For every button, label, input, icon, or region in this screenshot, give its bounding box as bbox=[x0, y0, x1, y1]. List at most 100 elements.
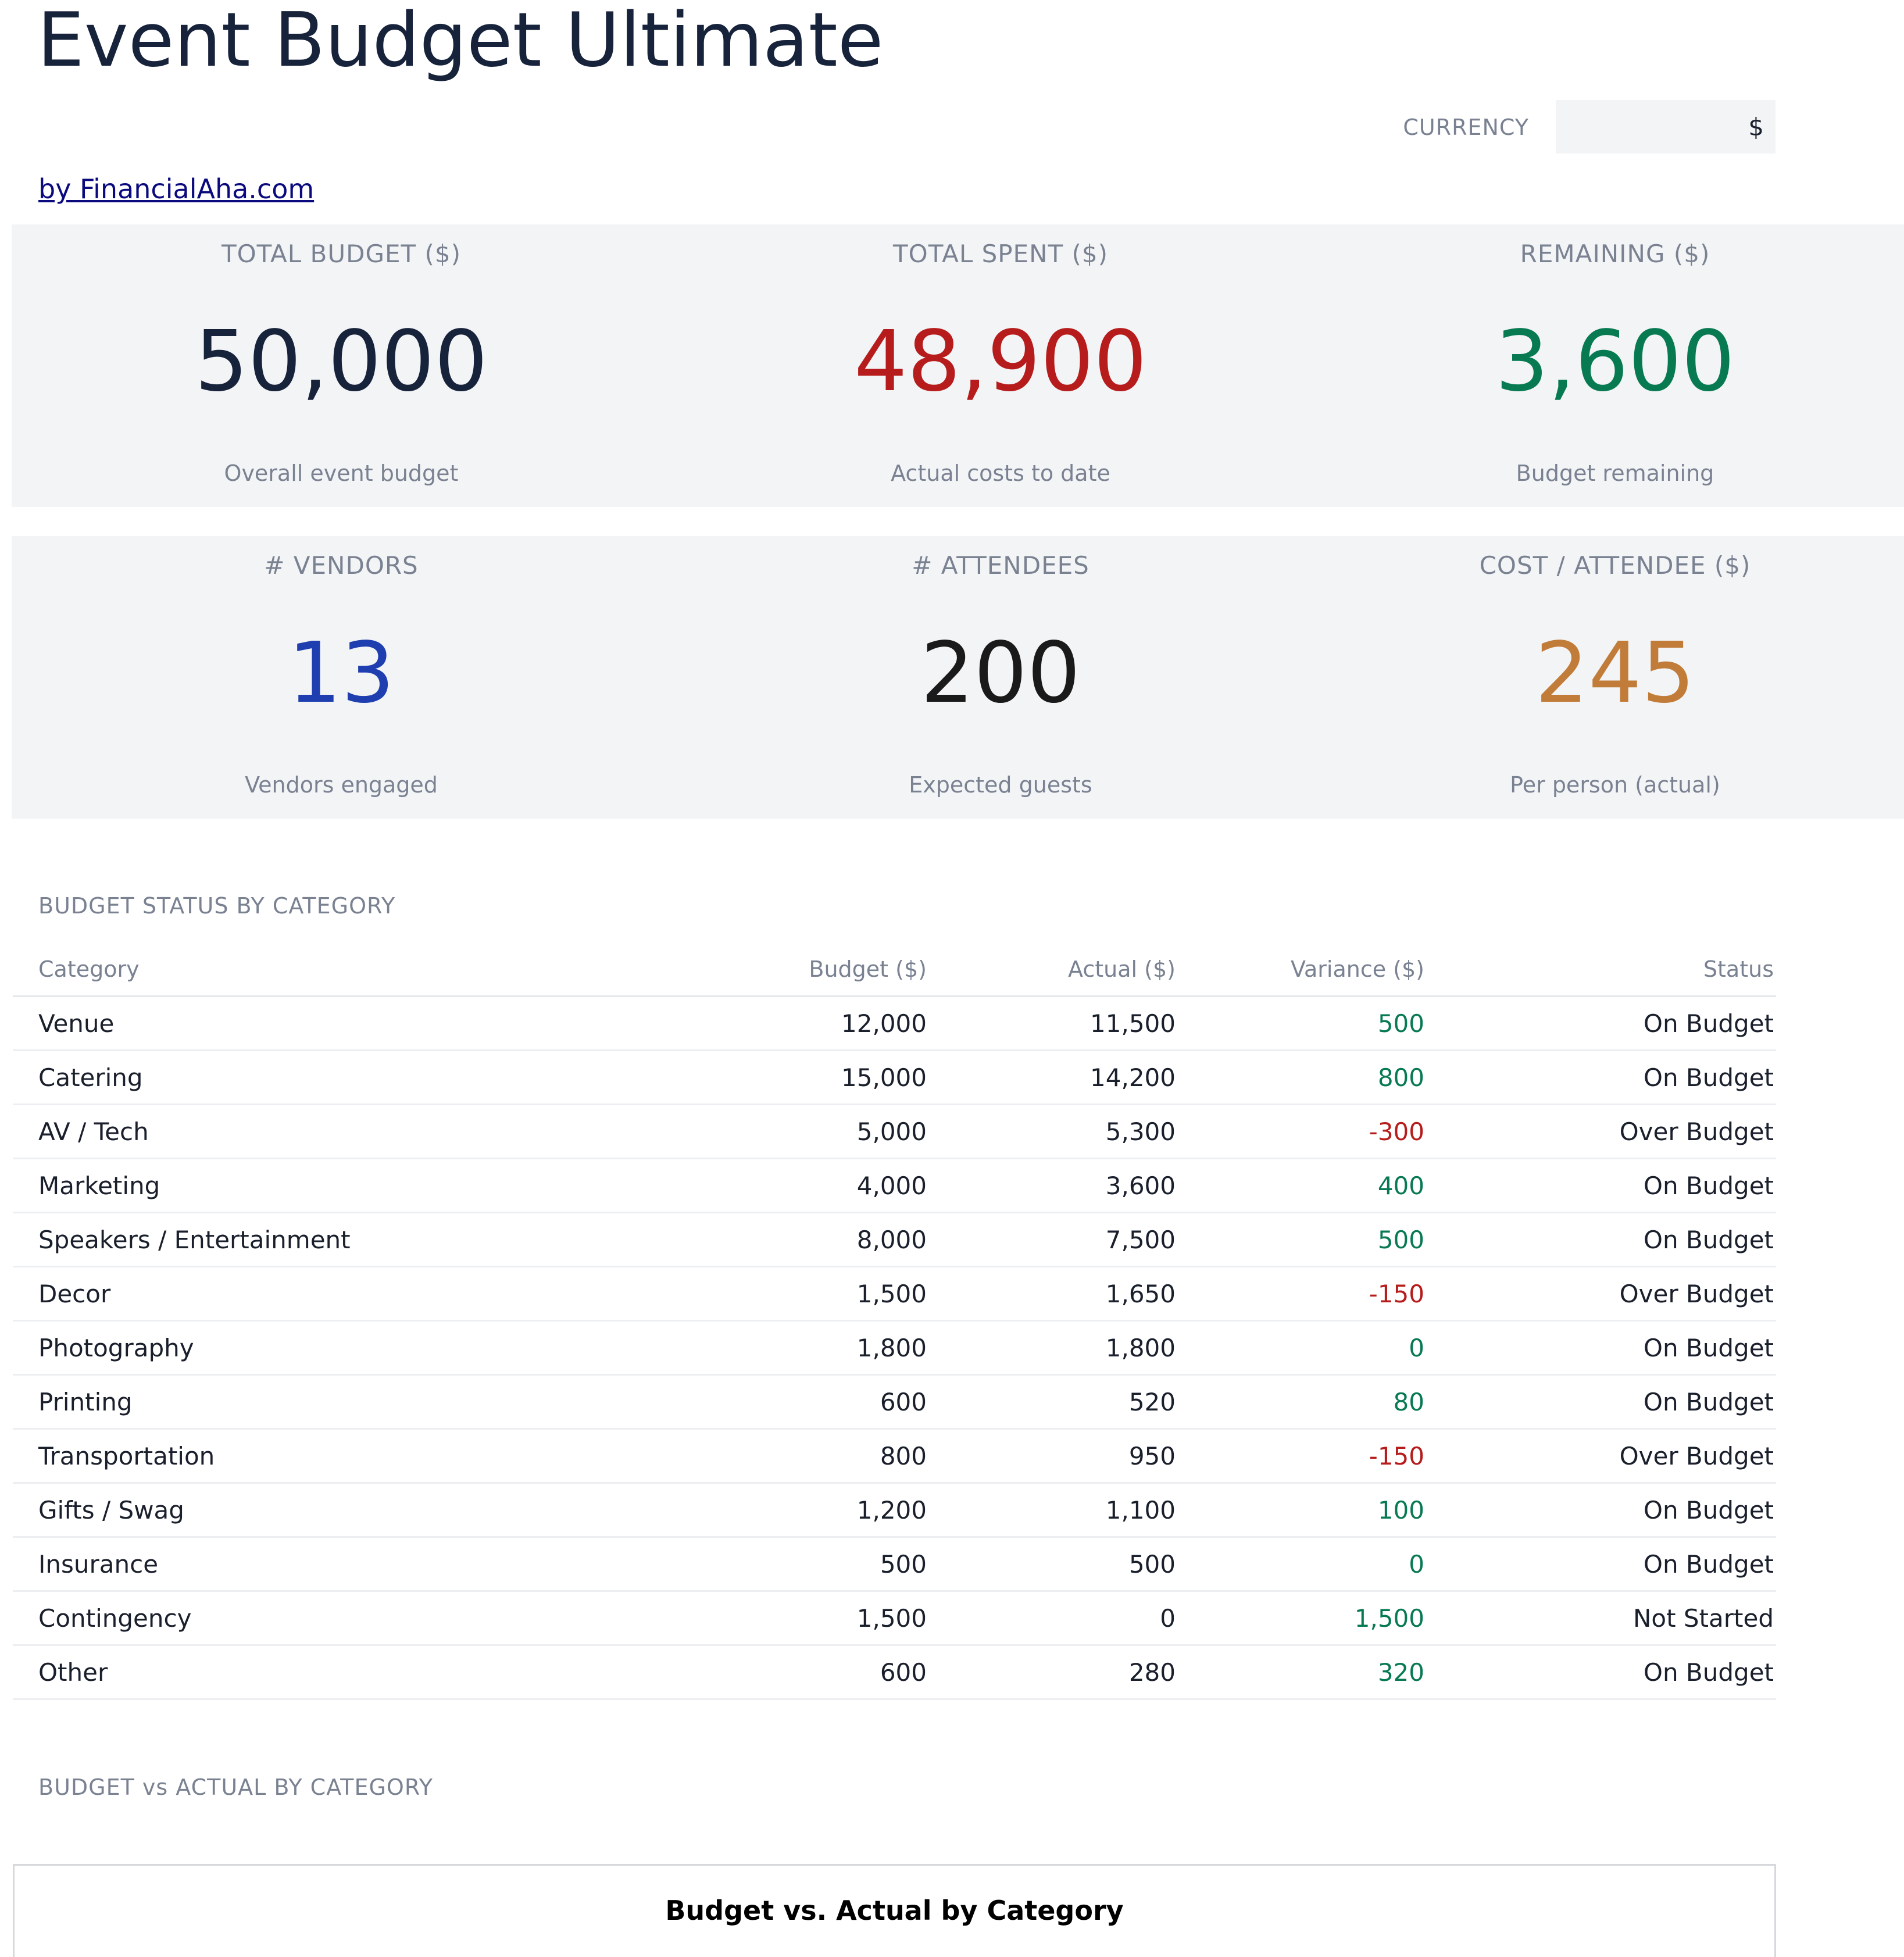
cell-category: Decor bbox=[13, 1266, 628, 1322]
cell-variance: 500 bbox=[1178, 1212, 1427, 1267]
table-row: Gifts / Swag 1,200 1,100 100 On Budget bbox=[13, 1483, 1776, 1538]
cell-variance: 500 bbox=[1178, 996, 1427, 1051]
page-title: Event Budget Ultimate bbox=[37, 0, 884, 84]
cell-variance: -300 bbox=[1178, 1104, 1427, 1159]
cell-budget: 800 bbox=[628, 1429, 929, 1484]
cell-actual: 14,200 bbox=[929, 1050, 1178, 1105]
cell-status: On Budget bbox=[1427, 1374, 1776, 1430]
cell-actual: 0 bbox=[929, 1591, 1178, 1646]
chart-title: Budget vs. Actual by Category bbox=[665, 1895, 1124, 1926]
cell-category: Speakers / Entertainment bbox=[13, 1212, 628, 1267]
kpi-card-vendors: # VENDORS 13 Vendors engaged bbox=[12, 536, 671, 819]
kpi-caption: Per person (actual) bbox=[1510, 772, 1720, 798]
kpi-value: 245 bbox=[1535, 624, 1695, 722]
cell-budget: 500 bbox=[628, 1537, 929, 1592]
cell-category: Gifts / Swag bbox=[13, 1483, 628, 1538]
table-row: Marketing 4,000 3,600 400 On Budget bbox=[13, 1158, 1776, 1213]
kpi-value: 50,000 bbox=[195, 312, 488, 410]
kpi-label: TOTAL SPENT ($) bbox=[892, 240, 1109, 268]
cell-category: AV / Tech bbox=[13, 1104, 628, 1159]
cell-variance: 100 bbox=[1178, 1483, 1427, 1538]
cell-category: Catering bbox=[13, 1050, 628, 1105]
table-row: Photography 1,800 1,800 0 On Budget bbox=[13, 1320, 1776, 1376]
section-title-budget-vs-actual: BUDGET vs ACTUAL BY CATEGORY bbox=[38, 1774, 434, 1800]
cell-budget: 4,000 bbox=[628, 1158, 929, 1213]
cell-budget: 12,000 bbox=[628, 996, 929, 1051]
kpi-label: REMAINING ($) bbox=[1520, 240, 1710, 268]
cell-budget: 5,000 bbox=[628, 1104, 929, 1159]
cell-status: Over Budget bbox=[1427, 1104, 1776, 1159]
cell-status: On Budget bbox=[1427, 1212, 1776, 1267]
cell-variance: 1,500 bbox=[1178, 1591, 1427, 1646]
table-row: AV / Tech 5,000 5,300 -300 Over Budget bbox=[13, 1104, 1776, 1159]
cell-status: Over Budget bbox=[1427, 1429, 1776, 1484]
cell-actual: 1,100 bbox=[929, 1483, 1178, 1538]
kpi-value: 3,600 bbox=[1495, 312, 1735, 410]
cell-actual: 5,300 bbox=[929, 1104, 1178, 1159]
table-header-row: Category Budget ($) Actual ($) Variance … bbox=[13, 943, 1776, 997]
cell-budget: 1,500 bbox=[628, 1591, 929, 1646]
cell-budget: 1,800 bbox=[628, 1320, 929, 1376]
kpi-card-total-spent: TOTAL SPENT ($) 48,900 Actual costs to d… bbox=[671, 224, 1330, 507]
cell-variance: 80 bbox=[1178, 1374, 1427, 1430]
column-header-budget: Budget ($) bbox=[628, 943, 929, 997]
table-row: Speakers / Entertainment 8,000 7,500 500 On … bbox=[13, 1212, 1776, 1267]
table-row: Transportation 800 950 -150 Over Budget bbox=[13, 1429, 1776, 1484]
kpi-value: 48,900 bbox=[854, 312, 1147, 410]
cell-category: Contingency bbox=[13, 1591, 628, 1646]
cell-status: On Budget bbox=[1427, 1320, 1776, 1376]
cell-status: On Budget bbox=[1427, 1158, 1776, 1213]
kpi-caption: Expected guests bbox=[909, 772, 1092, 798]
cell-variance: 0 bbox=[1178, 1537, 1427, 1592]
cell-status: On Budget bbox=[1427, 1050, 1776, 1105]
cell-variance: 800 bbox=[1178, 1050, 1427, 1105]
cell-variance: -150 bbox=[1178, 1429, 1427, 1484]
column-header-variance: Variance ($) bbox=[1178, 943, 1427, 997]
chart-container: Budget vs. Actual by Category bbox=[13, 1864, 1776, 1957]
kpi-card-remaining: REMAINING ($) 3,600 Budget remaining bbox=[1330, 224, 1900, 507]
kpi-card-total-budget: TOTAL BUDGET ($) 50,000 Overall event bu… bbox=[12, 224, 671, 507]
cell-status: On Budget bbox=[1427, 1483, 1776, 1538]
table-row: Other 600 280 320 On Budget bbox=[13, 1645, 1776, 1700]
kpi-caption: Vendors engaged bbox=[245, 772, 438, 798]
cell-status: On Budget bbox=[1427, 1537, 1776, 1592]
cell-budget: 600 bbox=[628, 1374, 929, 1430]
cell-actual: 280 bbox=[929, 1645, 1178, 1700]
cell-category: Venue bbox=[13, 996, 628, 1051]
table-row: Decor 1,500 1,650 -150 Over Budget bbox=[13, 1266, 1776, 1322]
cell-actual: 11,500 bbox=[929, 996, 1178, 1051]
financialaha-link[interactable]: by FinancialAha.com bbox=[38, 173, 315, 205]
kpi-card-cost-per-attendee: COST / ATTENDEE ($) 245 Per person (actu… bbox=[1330, 536, 1900, 819]
column-header-category: Category bbox=[13, 943, 628, 997]
cell-actual: 3,600 bbox=[929, 1158, 1178, 1213]
kpi-value: 13 bbox=[288, 624, 395, 722]
kpi-caption: Budget remaining bbox=[1516, 460, 1714, 486]
cell-budget: 600 bbox=[628, 1645, 929, 1700]
cell-category: Printing bbox=[13, 1374, 628, 1430]
table-row: Venue 12,000 11,500 500 On Budget bbox=[13, 996, 1776, 1051]
cell-budget: 1,500 bbox=[628, 1266, 929, 1322]
budget-status-table: Category Budget ($) Actual ($) Variance … bbox=[13, 943, 1776, 1700]
cell-budget: 1,200 bbox=[628, 1483, 929, 1538]
cell-variance: -150 bbox=[1178, 1266, 1427, 1322]
cell-actual: 1,650 bbox=[929, 1266, 1178, 1322]
currency-input[interactable] bbox=[1556, 100, 1776, 153]
cell-category: Insurance bbox=[13, 1537, 628, 1592]
cell-status: On Budget bbox=[1427, 1645, 1776, 1700]
cell-actual: 950 bbox=[929, 1429, 1178, 1484]
table-row: Insurance 500 500 0 On Budget bbox=[13, 1537, 1776, 1592]
cell-status: Not Started bbox=[1427, 1591, 1776, 1646]
cell-actual: 7,500 bbox=[929, 1212, 1178, 1267]
cell-category: Photography bbox=[13, 1320, 628, 1376]
kpi-card-attendees: # ATTENDEES 200 Expected guests bbox=[671, 536, 1330, 819]
cell-variance: 320 bbox=[1178, 1645, 1427, 1700]
cell-actual: 500 bbox=[929, 1537, 1178, 1592]
column-header-status: Status bbox=[1427, 943, 1776, 997]
kpi-label: # VENDORS bbox=[264, 551, 419, 580]
column-header-actual: Actual ($) bbox=[929, 943, 1178, 997]
cell-variance: 0 bbox=[1178, 1320, 1427, 1376]
cell-status: Over Budget bbox=[1427, 1266, 1776, 1322]
kpi-caption: Actual costs to date bbox=[891, 460, 1110, 486]
cell-category: Transportation bbox=[13, 1429, 628, 1484]
cell-actual: 520 bbox=[929, 1374, 1178, 1430]
